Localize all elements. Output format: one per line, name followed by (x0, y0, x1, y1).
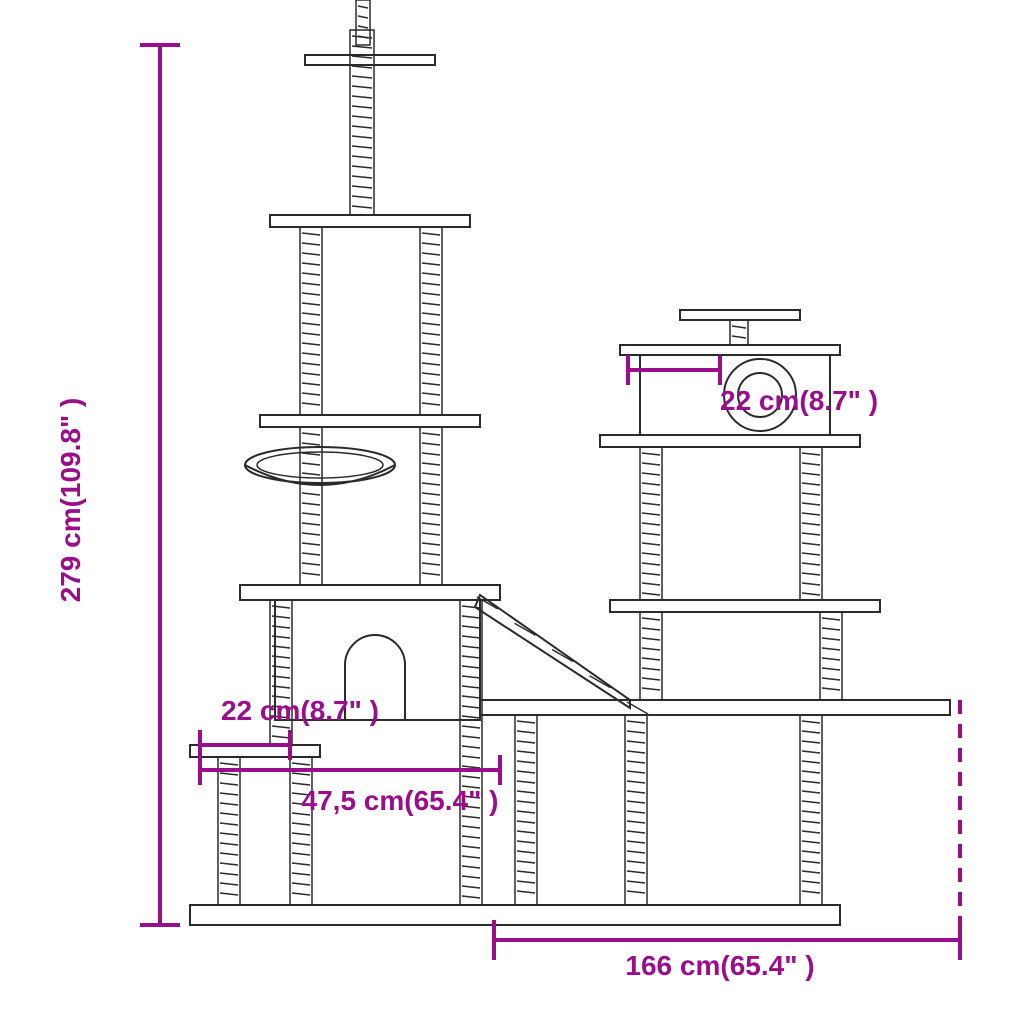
dim-bottom-inner: 22 cm(8.7" ) (221, 695, 379, 726)
dim-depth: 47,5 cm(65.4" ) (302, 785, 499, 816)
dim-height: 279 cm(109.8" ) (55, 398, 86, 603)
dim-top-inner: 22 cm(8.7" ) (720, 385, 878, 416)
dimension-diagram: 279 cm(109.8" ) 166 cm(65.4" ) 22 cm(8.7" … (0, 0, 1024, 1024)
dim-width: 166 cm(65.4" ) (625, 950, 814, 981)
